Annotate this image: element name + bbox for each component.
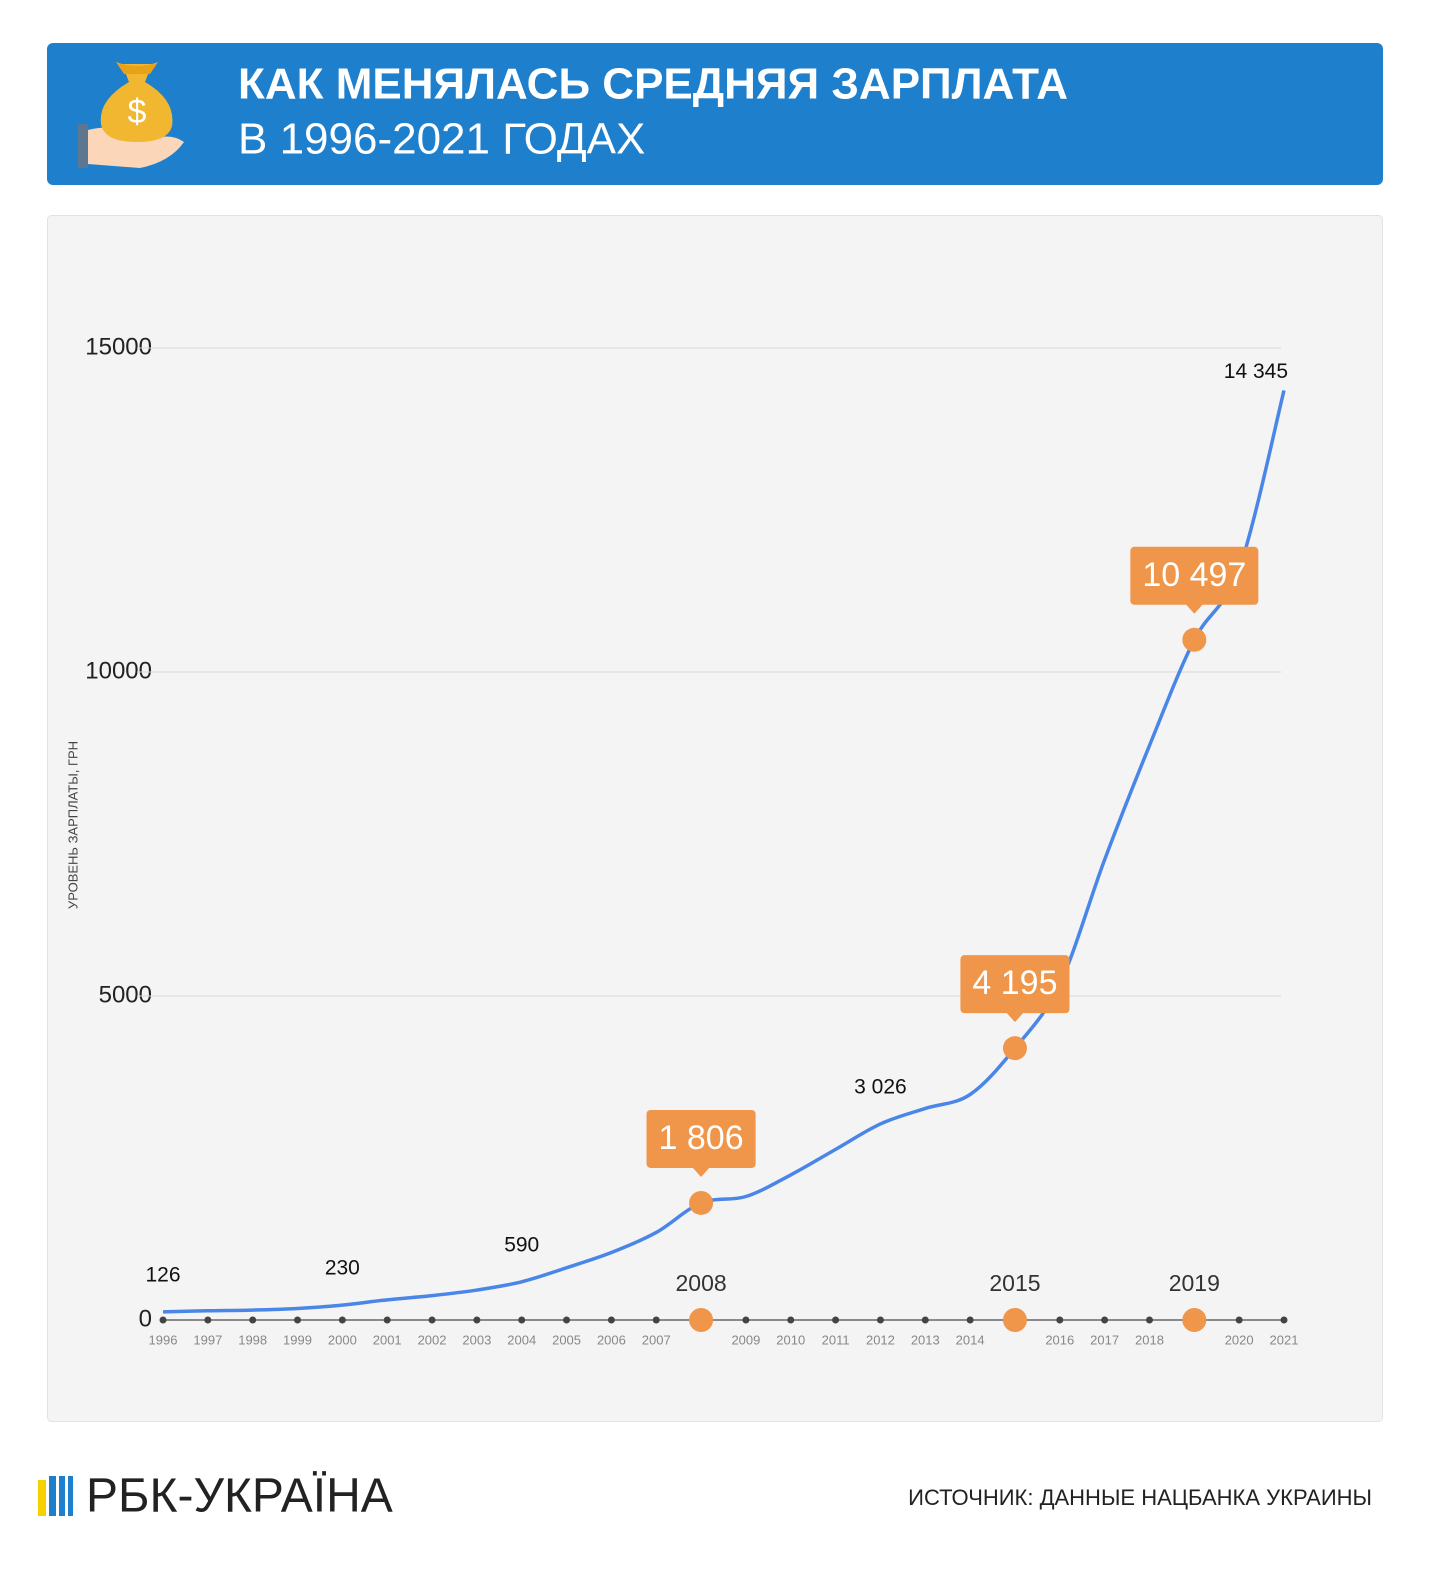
callout-label: 4 195 <box>972 964 1057 1002</box>
x-tick-label: 2020 <box>1225 1332 1254 1347</box>
axis-dot <box>876 1316 884 1324</box>
x-tick-label: 2021 <box>1270 1332 1299 1347</box>
highlight-point <box>689 1190 714 1215</box>
axis-dot <box>338 1316 346 1324</box>
x-tick-label: 2013 <box>911 1332 940 1347</box>
axis-dot <box>607 1316 615 1324</box>
value-label: 14 345 <box>1224 360 1288 383</box>
subtitle: В 1996-2021 ГОДАХ <box>238 115 645 164</box>
x-tick-label: 2016 <box>1045 1332 1074 1347</box>
y-tick-label: 5000 <box>99 981 152 1008</box>
callout-box <box>646 1109 756 1168</box>
axis-dot <box>518 1316 526 1324</box>
logo-mark <box>38 1476 73 1516</box>
x-tick-label: 2014 <box>956 1332 985 1347</box>
x-tick-label: 2006 <box>597 1332 626 1347</box>
x-tick-label: 1996 <box>149 1332 178 1347</box>
x-tick-label: 2009 <box>731 1332 760 1347</box>
y-tick-label: 10000 <box>85 657 152 684</box>
x-tick-label: 1997 <box>193 1332 222 1347</box>
axis-dot <box>966 1316 974 1324</box>
highlight-axis-dot <box>1182 1308 1207 1332</box>
x-tick-label: 2007 <box>642 1332 671 1347</box>
callout-label: 10 497 <box>1142 556 1246 594</box>
highlight-point <box>1182 627 1207 652</box>
callout-box <box>1130 546 1259 605</box>
axis-dot <box>159 1316 167 1324</box>
x-tick-label: 2001 <box>373 1332 402 1347</box>
x-tick-label: 2000 <box>328 1332 357 1347</box>
x-tick-label: 2002 <box>418 1332 447 1347</box>
chart-panel <box>47 215 1383 1422</box>
x-tick-label: 2005 <box>552 1332 581 1347</box>
source: ИСТОЧНИК: ДАННЫЕ НАЦБАНКА УКРАИНЫ <box>908 1485 1372 1510</box>
y-axis-label: УРОВЕНЬ ЗАРПЛАТЫ, ГРН <box>65 741 80 909</box>
axis-dot <box>204 1316 212 1324</box>
logo: РБК-УКРАЇНА <box>86 1470 393 1523</box>
axis-dot <box>1101 1316 1109 1324</box>
x-tick-label: 2011 <box>822 1332 850 1347</box>
value-label: 590 <box>504 1233 539 1256</box>
axis-dot <box>1280 1316 1288 1324</box>
callout-pointer <box>1185 603 1204 614</box>
callout-box <box>960 955 1070 1014</box>
highlight-axis-dot <box>689 1308 714 1332</box>
highlight-point <box>1002 1036 1027 1061</box>
x-tick-label: 1999 <box>283 1332 312 1347</box>
x-tick-label: 2003 <box>462 1332 491 1347</box>
callout-label: 1 806 <box>659 1119 744 1157</box>
y-tick-label: 0 <box>139 1305 152 1332</box>
axis-dot <box>921 1316 929 1324</box>
axis-dot <box>742 1316 750 1324</box>
value-label: 3 026 <box>854 1075 907 1098</box>
header-band <box>47 43 1383 185</box>
x-tick-label: 2010 <box>776 1332 805 1347</box>
dollar-sign: $ <box>128 93 147 131</box>
y-tick-label: 15000 <box>85 333 152 360</box>
axis-dot <box>652 1316 660 1324</box>
axis-dot <box>832 1316 840 1324</box>
callout-pointer <box>692 1166 711 1177</box>
x-tick-label: 2017 <box>1090 1332 1119 1347</box>
highlight-year-label: 2019 <box>1169 1270 1220 1296</box>
callout-pointer <box>1005 1012 1024 1023</box>
title: КАК МЕНЯЛАСЬ СРЕДНЯЯ ЗАРПЛАТА <box>238 60 1068 109</box>
axis-dot <box>1235 1316 1243 1324</box>
money-icon: $ <box>78 62 184 168</box>
highlight-year-label: 2015 <box>989 1270 1040 1296</box>
x-tick-label: 2004 <box>507 1332 536 1347</box>
axis-dot <box>428 1316 436 1324</box>
axis-dot <box>1056 1316 1064 1324</box>
axis-dot <box>473 1316 481 1324</box>
x-tick-label: 2012 <box>866 1332 895 1347</box>
line <box>162 390 1286 1314</box>
x-tick-label: 1998 <box>238 1332 267 1347</box>
axis-dot <box>249 1316 257 1324</box>
highlight-axis-dot <box>1002 1308 1027 1332</box>
value-label: 126 <box>145 1263 180 1286</box>
x-tick-label: 2018 <box>1135 1332 1164 1347</box>
axis-dot <box>1145 1316 1153 1324</box>
plot: 0 5000 10000 15000 1996 1997 1998 1999 2000 2001 2… <box>85 333 1298 1347</box>
highlight-year-label: 2008 <box>675 1270 726 1296</box>
axis-dot <box>787 1316 795 1324</box>
axis-dot <box>563 1316 571 1324</box>
axis-dot <box>294 1316 302 1324</box>
axis-dot <box>383 1316 391 1324</box>
value-label: 230 <box>325 1257 360 1280</box>
